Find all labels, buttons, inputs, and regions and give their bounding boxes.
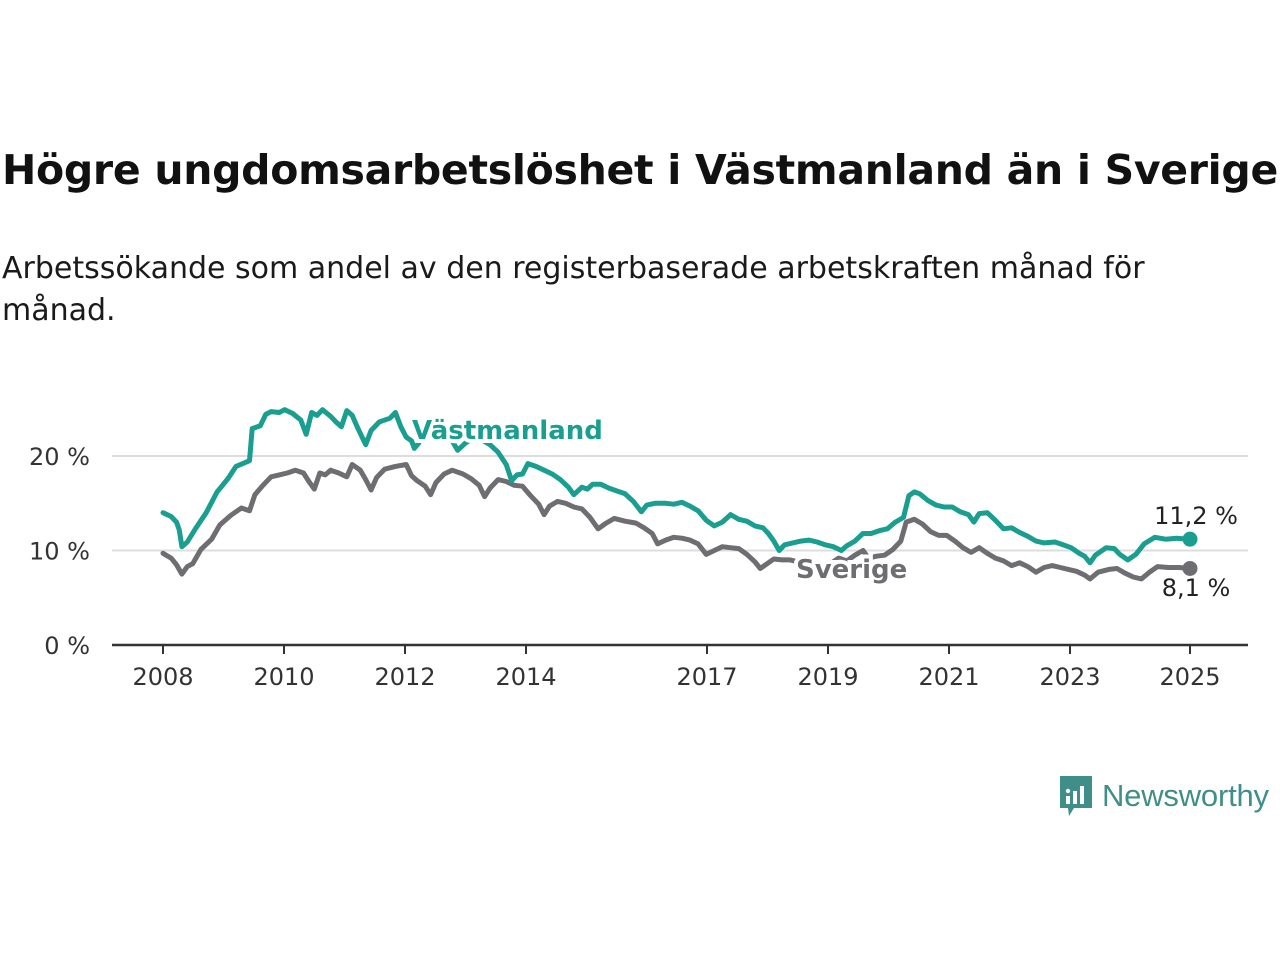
end-label-vastmanland: 11,2 %	[1154, 502, 1238, 530]
line-chart: 0 % 10 % 20 % 2008 2010 2012 2014 2017 2019 2021…	[29, 407, 1248, 691]
y-tick-label: 20 %	[29, 443, 90, 471]
brand-name: Newsworthy	[1102, 778, 1269, 813]
x-tick-label: 2010	[253, 663, 314, 691]
series-line-vastmanland	[160, 407, 1193, 566]
x-tick-label: 2019	[797, 663, 858, 691]
series-labels: Västmanland Sverige 11,2 % 8,1 %	[408, 412, 1238, 602]
bar-chart-speech-bubble-icon	[1060, 776, 1092, 816]
y-axis-ticks: 0 % 10 % 20 %	[29, 443, 90, 660]
x-tick-label: 2017	[676, 663, 737, 691]
chart-title: Högre ungdomsarbetslöshet i Västmanland …	[2, 146, 1278, 194]
series-label-sverige: Sverige	[796, 555, 907, 585]
x-tick-label: 2012	[374, 663, 435, 691]
newsworthy-logo: Newsworthy	[1058, 774, 1269, 818]
end-point-sverige	[1182, 560, 1198, 576]
x-tick-label: 2021	[918, 663, 979, 691]
series-label-vastmanland: Västmanland	[412, 416, 603, 446]
y-tick-label: 10 %	[29, 538, 90, 566]
x-tick-label: 2025	[1159, 663, 1220, 691]
gridlines	[112, 455, 1248, 552]
chart-subtitle: Arbetssökande som andel av den registerb…	[2, 251, 1145, 328]
y-tick-label: 0 %	[44, 632, 90, 660]
x-tick-label: 2023	[1039, 663, 1100, 691]
x-axis-ticks: 2008 2010 2012 2014 2017 2019 2021 2023 2025	[112, 643, 1248, 691]
x-tick-label: 2008	[132, 663, 193, 691]
end-point-vastmanland	[1182, 531, 1198, 547]
x-tick-label: 2014	[495, 663, 556, 691]
end-label-sverige: 8,1 %	[1162, 574, 1231, 602]
series-lines	[160, 407, 1198, 582]
series-line-sverige	[160, 462, 1193, 582]
